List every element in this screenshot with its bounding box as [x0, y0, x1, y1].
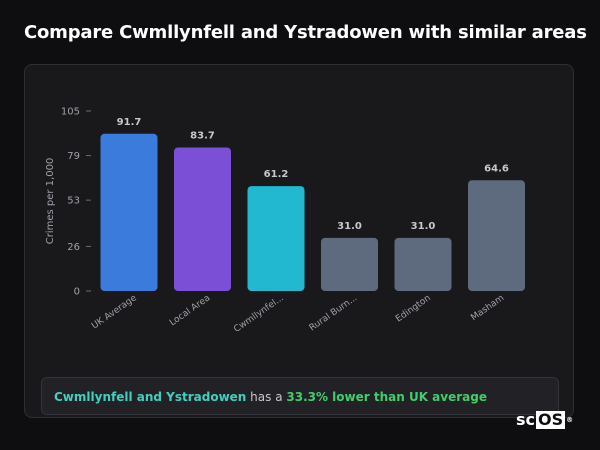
chart-card: Crimes per 1,000 0 26 53 79 105 91.7 UK Average… [24, 64, 574, 418]
value-label: 91.7 [117, 117, 142, 128]
category-label: UK Average [90, 293, 139, 331]
bar[interactable] [468, 180, 525, 291]
bar[interactable] [247, 186, 305, 291]
logo-boxed: OS [536, 410, 566, 429]
category-label: Masham [469, 293, 506, 323]
bar-chart: Crimes per 1,000 0 26 53 79 105 91.7 UK Average… [45, 107, 525, 335]
summary-banner: Cwmllynfell and Ystradowen has a 33.3% l… [41, 377, 559, 415]
summary-text: has a [246, 390, 287, 404]
logo-prefix: sc [516, 410, 536, 429]
y-tick-label: 79 [67, 151, 80, 162]
category-label: Cwmllynfel... [232, 293, 285, 335]
y-tick-label: 0 [74, 287, 80, 298]
value-label: 83.7 [190, 131, 215, 142]
category-label: Edington [394, 293, 433, 324]
y-tick-label: 53 [67, 196, 80, 207]
y-tick-label: 105 [61, 107, 80, 118]
scos-logo: sc OS ® [516, 410, 573, 430]
page-title: Compare Cwmllynfell and Ystradowen with … [24, 22, 587, 43]
summary-area-name: Cwmllynfell and Ystradowen [54, 390, 247, 404]
category-label: Rural Burn... [308, 293, 359, 333]
y-axis-title: Crimes per 1,000 [45, 158, 56, 245]
value-label: 31.0 [411, 221, 436, 232]
bar[interactable] [174, 147, 231, 291]
bar[interactable] [321, 237, 378, 291]
summary-comparison: 33.3% lower than UK average [286, 390, 487, 404]
category-label: Local Area [168, 293, 212, 328]
value-label: 61.2 [264, 169, 289, 180]
value-label: 64.6 [484, 163, 509, 174]
y-tick-label: 26 [67, 242, 80, 253]
bar[interactable] [100, 133, 158, 291]
value-label: 31.0 [337, 221, 362, 232]
registered-mark: ® [566, 416, 574, 424]
bar[interactable] [394, 237, 452, 291]
